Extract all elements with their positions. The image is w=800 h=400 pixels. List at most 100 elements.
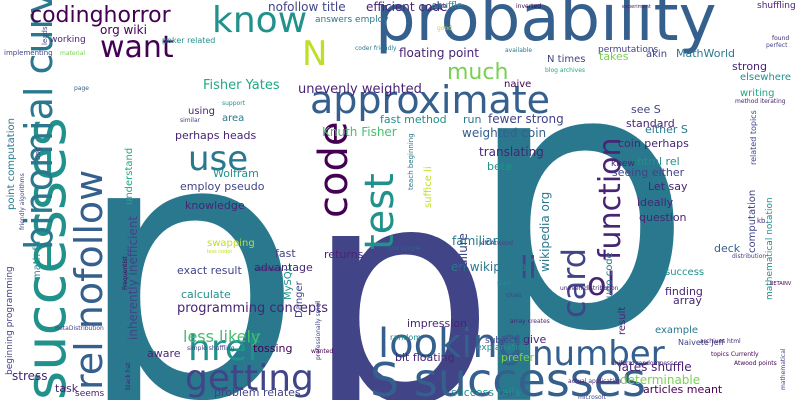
word-understand: understand bbox=[124, 148, 135, 205]
word-approximate: approximate bbox=[310, 78, 550, 122]
word-related-topics: related topics bbox=[749, 110, 758, 165]
word-programming-concepts: programming concepts bbox=[177, 301, 328, 316]
word-subject: subject bbox=[485, 336, 518, 346]
word-know: know bbox=[212, 0, 307, 41]
word-employ-pseudo: employ pseudo bbox=[180, 180, 265, 193]
word-blog-archives: blog archives bbox=[545, 67, 585, 74]
word-inverted: inverted bbox=[516, 3, 541, 10]
word-articles-meant: articles meant bbox=[643, 383, 723, 396]
word-akin: akin bbox=[646, 49, 667, 60]
word-microsoft: microsoft bbox=[578, 394, 607, 400]
word-ol: ol bbox=[587, 265, 615, 303]
word-example: example bbox=[655, 325, 698, 336]
word-implementing: implementing bbox=[4, 49, 53, 57]
word-returns: returns bbox=[324, 248, 364, 261]
word-good: good bbox=[437, 25, 452, 32]
word-mathematical: mathematical bbox=[780, 348, 787, 390]
word-betadistribution: BetaDistribution bbox=[55, 325, 104, 332]
word-strong: strong bbox=[732, 60, 767, 73]
word-task: task bbox=[55, 382, 79, 395]
word-shuffling: shuffling bbox=[757, 1, 796, 11]
word-friendly-algorithms: friendly algorithms bbox=[19, 173, 26, 230]
word-org-wiki: org wiki bbox=[100, 23, 147, 37]
word-rel-nofollow: rel nofollow bbox=[67, 170, 111, 390]
word-stress: stress bbox=[12, 369, 48, 383]
word-leads: leads bbox=[41, 26, 49, 45]
word-swapping: swapping bbox=[207, 238, 255, 249]
word-use: use bbox=[188, 139, 248, 179]
word-perfect: perfect bbox=[766, 42, 788, 49]
word-deck: deck bbox=[714, 242, 741, 255]
word-probability: probability bbox=[375, 0, 716, 56]
word-mysql: MySQL bbox=[283, 265, 294, 300]
word-takes: takes bbox=[599, 50, 629, 63]
word-actual-application: actual application bbox=[568, 378, 622, 385]
word-fewer-strong: fewer strong bbox=[488, 112, 564, 126]
word-uniform-randomness: uniform randomness bbox=[611, 360, 673, 367]
word-card: card bbox=[555, 248, 593, 318]
word-wolfram: Wolfram bbox=[213, 167, 259, 180]
word-code: code bbox=[311, 122, 357, 218]
word-computation: computation bbox=[747, 190, 758, 253]
word-wanted: wanted bbox=[311, 348, 333, 355]
word-random: random bbox=[390, 333, 421, 342]
word-mathematical-notation: mathematical notation bbox=[765, 197, 775, 300]
word-page: page bbox=[74, 85, 89, 92]
word-naivete-jeff: Naivete Jeff bbox=[678, 338, 725, 347]
word-coin-perhaps: coin perhaps bbox=[618, 137, 689, 150]
word-poker-related: poker related bbox=[162, 36, 215, 45]
word-similar: similar bbox=[180, 117, 201, 124]
word-less-likely: less likely bbox=[183, 327, 260, 346]
word-naive: naive bbox=[504, 79, 531, 90]
word-fast-method: fast method bbox=[380, 113, 447, 126]
word-weighted-coin: weighted coin bbox=[462, 126, 546, 140]
word-beta: beta bbox=[487, 160, 512, 173]
word-found: found bbox=[772, 35, 789, 42]
word-mathworld: MathWorld bbox=[676, 47, 735, 60]
word-nofollow-title: nofollow title bbox=[268, 0, 346, 14]
word-fast: fast bbox=[275, 247, 296, 260]
word-distribution: distribution bbox=[732, 253, 766, 260]
word-method-iterating: method iterating bbox=[735, 98, 786, 105]
word-yates-shuffle: Yates shuffle bbox=[615, 360, 692, 374]
word-experiment: experiment bbox=[622, 4, 651, 10]
word-coder-friendly: coder friendly bbox=[355, 45, 397, 52]
word-using: using bbox=[188, 106, 215, 117]
word-calculate: calculate bbox=[181, 288, 231, 301]
word-problem-relates: problem relates bbox=[214, 386, 301, 399]
word-bit-floating: bit floating bbox=[395, 351, 455, 364]
word-material: material bbox=[60, 50, 85, 57]
word-determinable: determinable bbox=[620, 373, 700, 387]
word-knuth-fisher: Knuth Fisher bbox=[322, 125, 397, 139]
word-wikipedia-org: wikipedia org bbox=[538, 192, 552, 272]
word-codinghorror: codinghorror bbox=[30, 3, 172, 28]
word-exact-result: exact result bbox=[177, 264, 242, 277]
word-impression: impression bbox=[407, 317, 467, 330]
word-advantage: advantage bbox=[254, 261, 313, 274]
word-seems: seems bbox=[75, 389, 105, 399]
word-see-s: see S bbox=[631, 103, 661, 116]
word-pseudo-code: pseudo code bbox=[604, 252, 615, 316]
word-available: available bbox=[505, 47, 532, 54]
word-bog: bog bbox=[34, 147, 42, 160]
word-writing: writing bbox=[740, 88, 774, 99]
word-kb: kb bbox=[757, 217, 766, 225]
word-finding: finding bbox=[665, 285, 703, 298]
word-href: href bbox=[188, 328, 261, 369]
word-knew: knew bbox=[611, 159, 635, 169]
word-atwood-points: Atwood points bbox=[734, 360, 777, 367]
word-n: N bbox=[302, 34, 327, 74]
word-area: area bbox=[222, 113, 244, 124]
word-simple-shuffling: simple shuffling bbox=[187, 345, 235, 352]
word-li: li bbox=[520, 251, 537, 286]
word-answers-employ: answers employ bbox=[315, 15, 389, 25]
word-result: result bbox=[617, 307, 628, 335]
word-function: function bbox=[593, 137, 628, 260]
word-archives-html: archives html bbox=[700, 338, 741, 345]
word-knowledge: knowledge bbox=[185, 199, 245, 212]
word-looking: looking bbox=[378, 321, 523, 367]
word-teach-beginning: teach beginning bbox=[407, 133, 415, 190]
word-permutations: permutations bbox=[598, 45, 659, 55]
word-uneven-distribution: uneven distribution bbox=[560, 285, 619, 292]
word-perhaps-heads: perhaps heads bbox=[175, 129, 256, 142]
